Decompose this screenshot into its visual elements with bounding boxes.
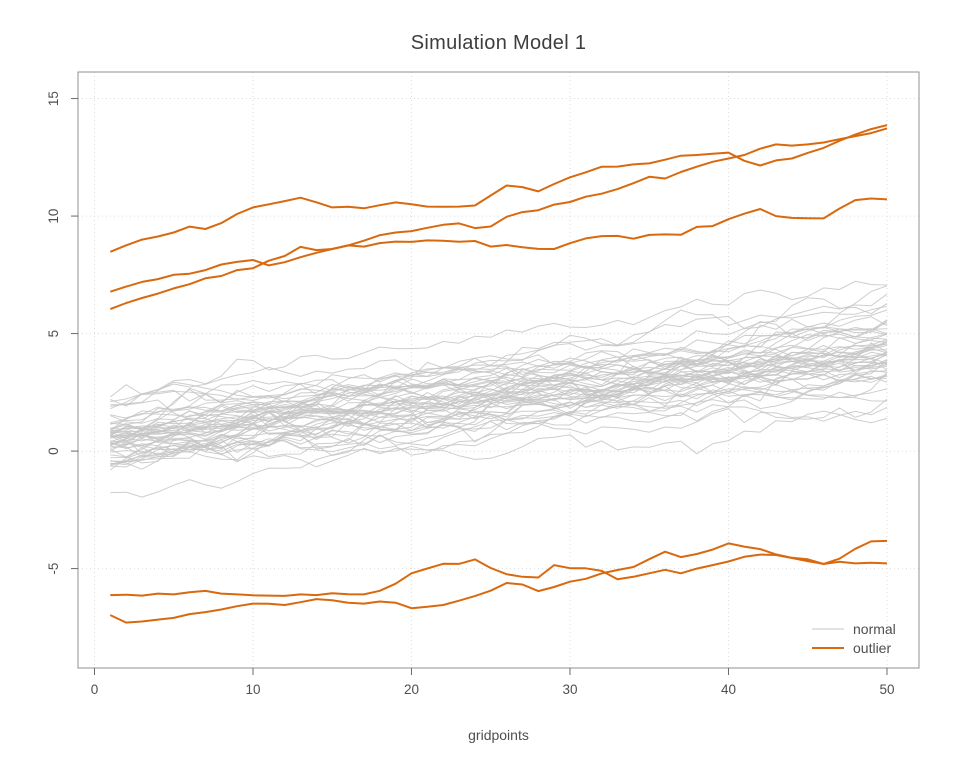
normal-line [110,333,888,439]
y-tick-label-10: 10 [46,209,61,224]
normal-line [110,280,888,403]
y-tick-label-0: 0 [46,447,61,455]
x-tick-label-10: 10 [245,682,260,697]
y-tick-label--5: -5 [46,563,61,575]
x-tick-label-20: 20 [404,682,419,697]
legend-label-normal: normal [853,621,896,637]
x-tick-label-40: 40 [721,682,736,697]
y-tick-label-5: 5 [46,330,61,338]
normal-line [110,309,888,425]
outlier-1 [109,124,888,253]
normal-line [110,410,888,498]
normal-line [110,340,888,446]
normal-line [110,339,888,449]
normal-line [109,328,888,398]
normal-line [110,322,888,433]
normal-line [110,359,888,407]
outlier-5 [109,542,888,624]
normal-line [110,333,888,434]
normal-line [110,406,888,465]
x-tick-label-50: 50 [879,682,894,697]
normal-line [110,353,888,451]
chart-title: Simulation Model 1 [410,32,587,54]
normal-line [110,398,888,458]
normal-line [110,305,888,437]
x-tick-label-0: 0 [91,682,99,697]
y-tick-label-15: 15 [46,91,61,106]
normal-line [110,370,888,471]
outlier-3 [109,197,888,311]
normal-line [110,373,888,448]
normal-line [110,361,888,440]
normal-line [110,358,888,465]
normal-line [110,373,888,466]
legend-label-outlier: outlier [853,640,891,656]
outlier-4 [110,539,888,597]
plot-box [77,71,920,669]
normal-line [110,354,888,447]
normal-line [110,359,888,455]
x-tick-label-30: 30 [562,682,577,697]
normal-line [110,320,888,424]
normal-line [110,361,888,425]
normal-line [110,333,888,431]
normal-line [110,370,888,455]
normal-line [110,359,888,458]
x-axis-label: gridpoints [468,727,529,743]
normal-line [110,316,888,433]
outlier-2 [109,127,888,293]
normal-line [110,293,888,437]
normal-line [110,297,888,410]
